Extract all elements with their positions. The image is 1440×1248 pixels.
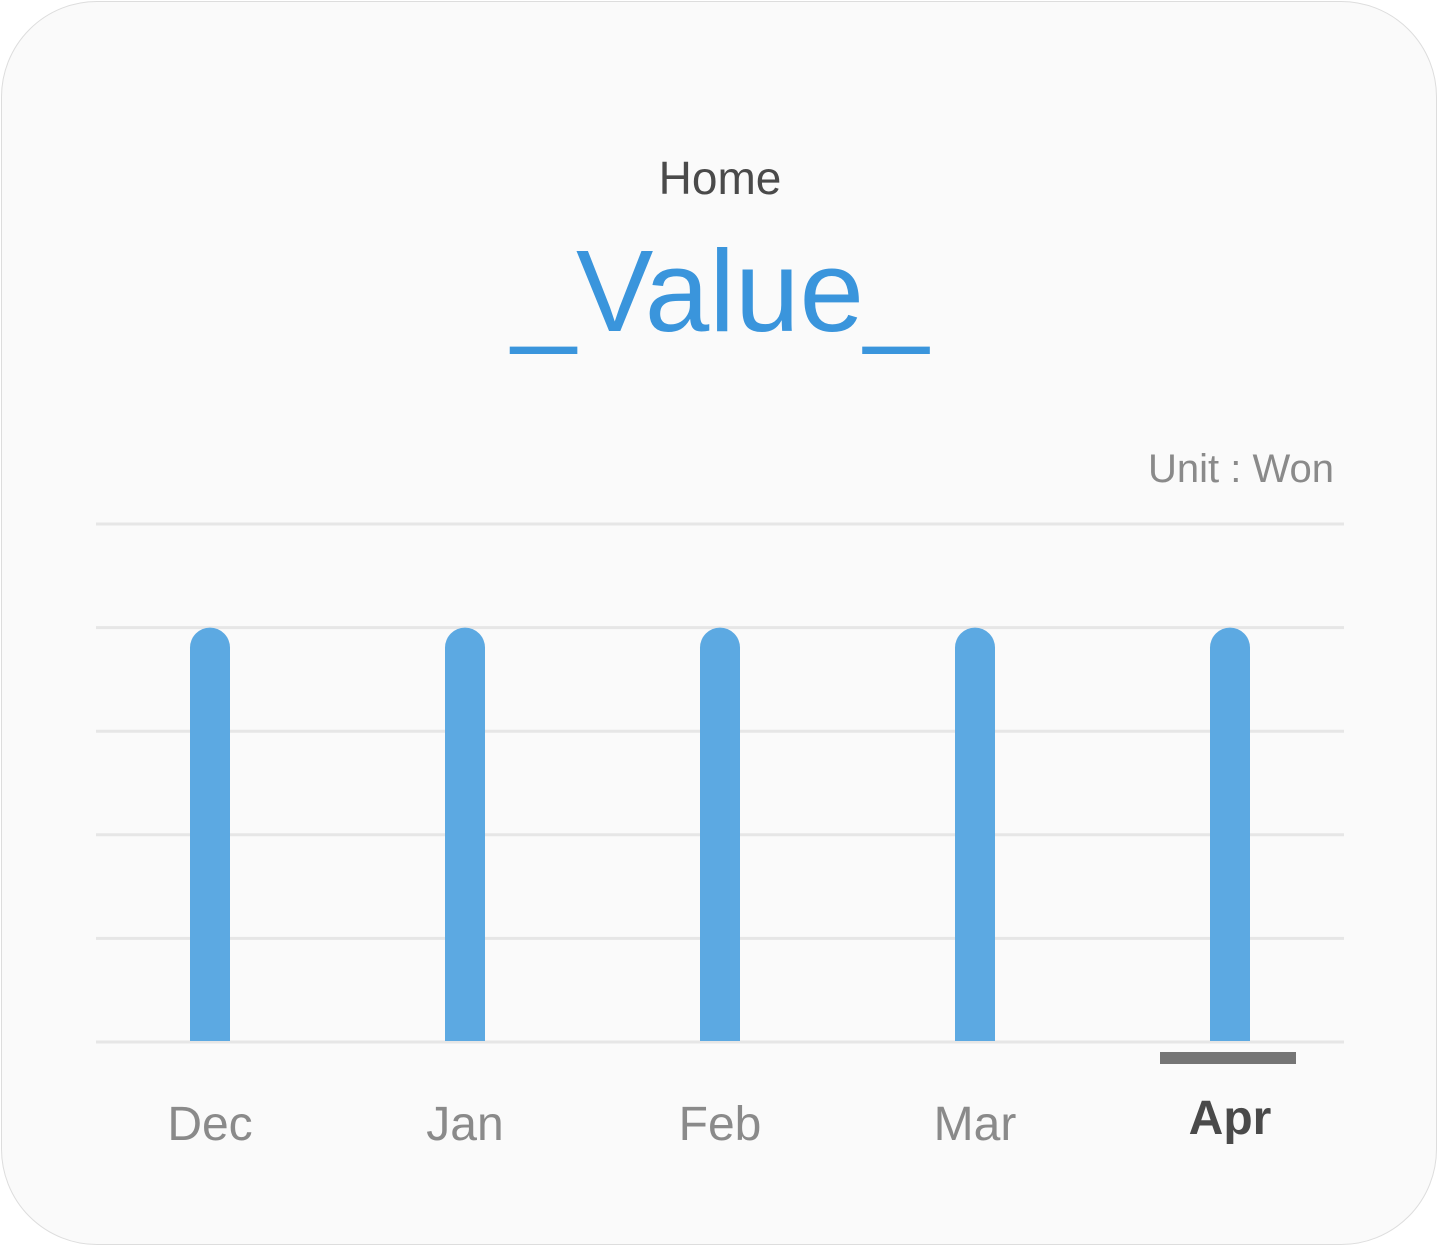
month-label-jan[interactable]: Jan bbox=[426, 1098, 503, 1151]
month-label-mar[interactable]: Mar bbox=[934, 1098, 1017, 1151]
card-title: Home bbox=[658, 152, 782, 204]
bar-jan[interactable] bbox=[445, 627, 485, 1041]
bar-apr[interactable] bbox=[1210, 627, 1250, 1041]
bar-mar[interactable] bbox=[955, 627, 995, 1041]
month-label-apr[interactable]: Apr bbox=[1189, 1092, 1272, 1145]
selected-month-indicator bbox=[1160, 1052, 1296, 1064]
unit-label: Unit : Won bbox=[1148, 447, 1334, 491]
month-label-feb[interactable]: Feb bbox=[679, 1098, 762, 1151]
bar-dec[interactable] bbox=[190, 627, 230, 1041]
month-label-dec[interactable]: Dec bbox=[167, 1098, 252, 1151]
bar-feb[interactable] bbox=[700, 627, 740, 1041]
value-display: _Value_ bbox=[511, 226, 929, 356]
